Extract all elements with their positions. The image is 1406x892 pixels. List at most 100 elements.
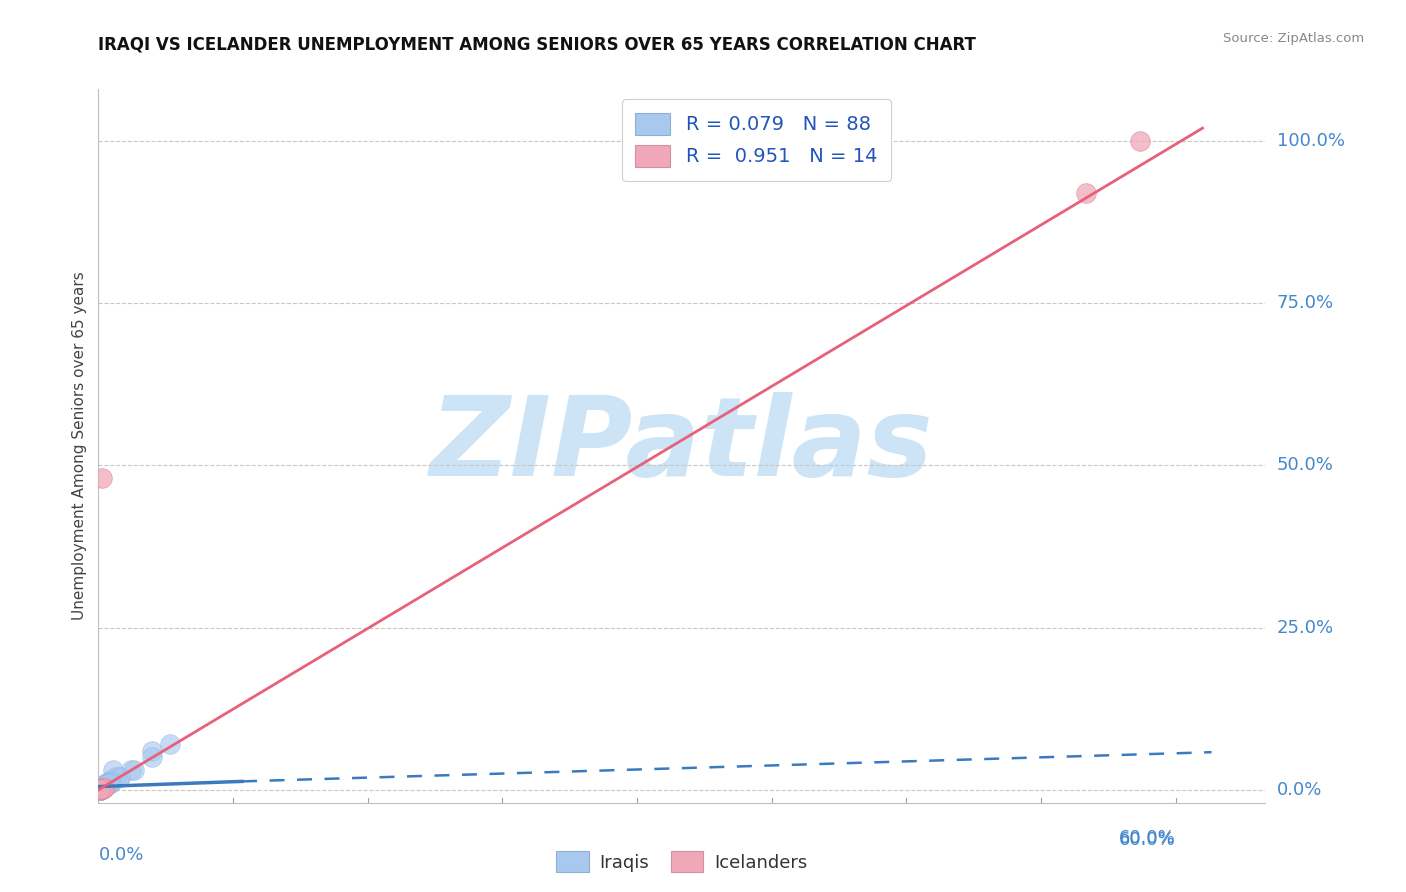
Point [87,782,110,797]
Point [89,782,111,797]
Point [87,782,110,797]
Text: 75.0%: 75.0% [1277,294,1334,312]
Text: 60.0%: 60.0% [1119,830,1175,848]
Text: Source: ZipAtlas.com: Source: ZipAtlas.com [1223,31,1364,45]
Point [89,782,111,797]
Point [101,764,124,778]
Point [98,776,121,790]
Point [141,750,163,764]
Point [89,782,111,797]
Point [105,770,128,784]
Point [87,782,110,797]
Point [87,781,110,796]
Point [87,782,110,797]
Point [89,782,111,797]
Point [98,776,121,790]
Point [89,782,111,797]
Point [89,782,111,797]
Point [87,782,110,797]
Point [89,782,111,797]
Point [89,781,111,796]
Point [124,764,146,778]
Point [91,780,114,795]
Point [87,782,110,797]
Point [93,780,115,795]
Point [87,782,110,797]
Point [89,782,111,797]
Point [120,764,142,778]
Point [91,781,114,796]
Point [91,781,114,796]
Point [87,782,110,797]
Point [159,738,181,752]
Point [87,781,110,796]
Point [89,782,111,797]
Point [87,782,110,797]
Point [87,782,110,797]
Point [87,782,110,797]
Point [96,778,118,792]
Point [108,770,131,784]
Point [87,782,110,797]
Point [100,773,122,788]
Point [87,782,110,797]
Text: IRAQI VS ICELANDER UNEMPLOYMENT AMONG SENIORS OVER 65 YEARS CORRELATION CHART: IRAQI VS ICELANDER UNEMPLOYMENT AMONG SE… [98,36,976,54]
Point [87,782,110,797]
Point [87,782,110,797]
Point [87,782,110,797]
Point [94,776,117,790]
Point [87,782,110,797]
Point [87,782,110,797]
Point [87,782,110,797]
Point [89,782,111,797]
Point [93,778,115,792]
Point [89,782,111,797]
Point [87,781,110,796]
Point [91,782,114,797]
Point [141,744,163,758]
Point [89,782,111,797]
Point [96,776,118,790]
Point [87,782,110,797]
Point [91,780,114,795]
Text: 25.0%: 25.0% [1277,619,1334,637]
Point [98,776,121,790]
Point [91,781,114,796]
Point [89,782,111,797]
Point [87,782,110,797]
Point [87,782,110,797]
Point [89,782,111,797]
Legend: Iraqis, Icelanders: Iraqis, Icelanders [548,844,815,880]
Point [87,782,110,797]
Point [93,780,115,795]
Point [93,780,115,795]
Point [89,782,111,797]
Point [89,782,111,797]
Point [98,776,121,790]
Point [100,776,122,790]
Point [94,778,117,792]
Point [1129,134,1152,148]
Text: 60.0%: 60.0% [1119,829,1175,847]
Point [108,770,131,784]
Point [100,775,122,789]
Point [89,782,111,797]
Point [1074,186,1097,200]
Point [87,781,110,796]
Point [87,781,110,796]
Point [87,782,110,797]
Text: 50.0%: 50.0% [1277,457,1333,475]
Y-axis label: Unemployment Among Seniors over 65 years: Unemployment Among Seniors over 65 years [72,272,87,620]
Point [91,781,114,796]
Point [87,782,110,797]
Point [89,782,111,797]
Point [87,782,110,797]
Point [89,782,111,797]
Point [87,782,110,797]
Point [87,781,110,796]
Point [87,782,110,797]
Point [87,781,110,796]
Point [87,781,110,796]
Point [89,782,111,797]
Text: 0.0%: 0.0% [1277,780,1322,799]
